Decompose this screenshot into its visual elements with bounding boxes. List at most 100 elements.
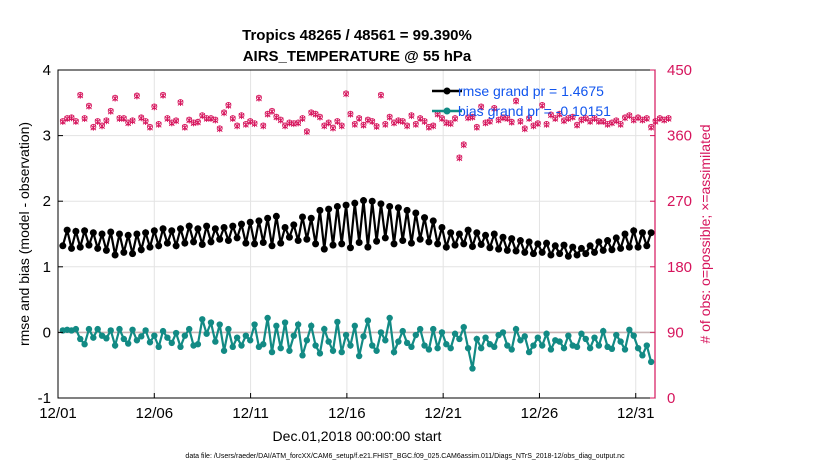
rmse-point: [460, 240, 468, 248]
bias-point: [408, 343, 415, 351]
obs-assimilated-point: [107, 108, 114, 115]
bias-point: [216, 321, 223, 328]
rmse-point: [634, 243, 642, 251]
obs-assimilated-point: [86, 103, 92, 110]
bias-point: [460, 323, 467, 331]
obs-assimilated-point: [303, 128, 310, 136]
bias-point: [630, 332, 637, 339]
rmse-point: [59, 242, 67, 250]
rmse-point: [638, 229, 646, 237]
rmse-point: [268, 242, 276, 250]
bias-point: [220, 347, 228, 354]
obs-assimilated-point: [225, 102, 232, 109]
rmse-point: [72, 227, 80, 235]
bias-point: [425, 346, 433, 353]
rmse-point: [102, 246, 110, 254]
rmse-point: [564, 252, 572, 260]
rmse-point: [303, 235, 311, 243]
obs-assimilated-point: [334, 118, 341, 125]
obs-assimilated-point: [635, 114, 641, 122]
y-axis-label-right: # of obs: o=possible; ×=assimilated: [697, 124, 713, 343]
obs-assimilated-point: [168, 120, 175, 127]
rmse-point: [246, 218, 254, 226]
obs-assimilated-point: [273, 114, 280, 121]
bias-point: [308, 322, 315, 330]
rmse-point: [556, 250, 564, 258]
obs-assimilated-point: [513, 98, 519, 105]
obs-assimilated-point: [312, 111, 319, 118]
bias-point: [647, 358, 655, 366]
rmse-point: [346, 244, 354, 252]
bias-point: [159, 327, 167, 335]
rmse-point: [625, 243, 633, 251]
obs-assimilated-point: [251, 120, 258, 128]
bias-point: [504, 342, 511, 349]
x-tick-label: 12/11: [232, 405, 268, 422]
left-axis-ticks: -1 0 1 2 3 4: [38, 62, 63, 407]
bias-point: [412, 331, 420, 339]
bias-point: [477, 344, 485, 352]
bias-point: [464, 344, 472, 352]
bias-point: [456, 335, 463, 343]
bias-point: [525, 348, 533, 356]
bias-point: [164, 334, 171, 341]
x-tick-label: 12/01: [39, 405, 77, 422]
obs-assimilated-point: [508, 119, 515, 126]
bias-series-layer: [59, 314, 655, 372]
bias-point: [329, 347, 337, 354]
rmse-point: [612, 234, 620, 242]
rmse-point: [224, 237, 232, 245]
chart-title-line1: Tropics 48265 / 48561 = 99.390%: [242, 27, 472, 44]
obs-assimilated-point: [356, 115, 363, 123]
obs-assimilated-point: [68, 114, 75, 122]
rmse-point: [220, 223, 228, 231]
bias-point: [390, 348, 398, 356]
rmse-point: [207, 238, 215, 246]
rmse-point: [159, 225, 167, 233]
obs-assimilated-point: [582, 115, 589, 123]
obs-assimilated-point: [530, 122, 537, 130]
bias-point: [77, 335, 84, 343]
bias-point: [120, 335, 128, 343]
rmse-point: [464, 226, 472, 234]
bias-point: [395, 338, 402, 345]
rmse-point: [211, 225, 219, 233]
y-axis-label-left: rmse and bias (model - observation): [16, 122, 32, 346]
bias-point: [573, 343, 581, 351]
obs-assimilated-point: [212, 117, 219, 124]
obs-assimilated-point: [369, 118, 376, 125]
bias-point: [364, 317, 372, 324]
obs-assimilated-point: [421, 118, 428, 125]
legend: rmse grand pr = 1.4675 bias grand pr = -…: [432, 83, 611, 119]
rmse-point: [486, 244, 494, 252]
rmse-point: [360, 197, 368, 205]
obs-assimilated-point: [325, 120, 332, 127]
rmse-point: [560, 241, 568, 249]
obs-assimilated-point: [247, 118, 254, 125]
bias-point: [512, 325, 520, 333]
left-tick-label: 1: [43, 259, 51, 276]
legend-rmse-label: rmse grand pr = 1.4675: [458, 83, 604, 99]
obs-assimilated-point: [404, 122, 411, 130]
obs-assimilated-point: [447, 120, 454, 128]
right-tick-label: 90: [667, 324, 684, 341]
bias-point: [543, 330, 550, 337]
obs-assimilated-point: [456, 154, 463, 162]
rmse-point: [111, 251, 119, 259]
bias-point: [355, 352, 363, 360]
obs-assimilated-point: [578, 117, 585, 124]
bias-point: [168, 339, 175, 347]
bias-point: [138, 333, 145, 340]
bias-point: [303, 337, 311, 344]
bias-point: [626, 326, 633, 333]
bias-point: [94, 325, 101, 333]
rmse-point: [573, 251, 581, 259]
x-tick-label: 12/31: [617, 405, 655, 422]
obs-assimilated-point: [565, 115, 572, 123]
obs-assimilated-point: [112, 95, 119, 102]
bias-point: [129, 326, 136, 333]
obs-assimilated-point: [425, 124, 432, 131]
rmse-point: [451, 241, 459, 249]
rmse-point: [521, 248, 529, 256]
